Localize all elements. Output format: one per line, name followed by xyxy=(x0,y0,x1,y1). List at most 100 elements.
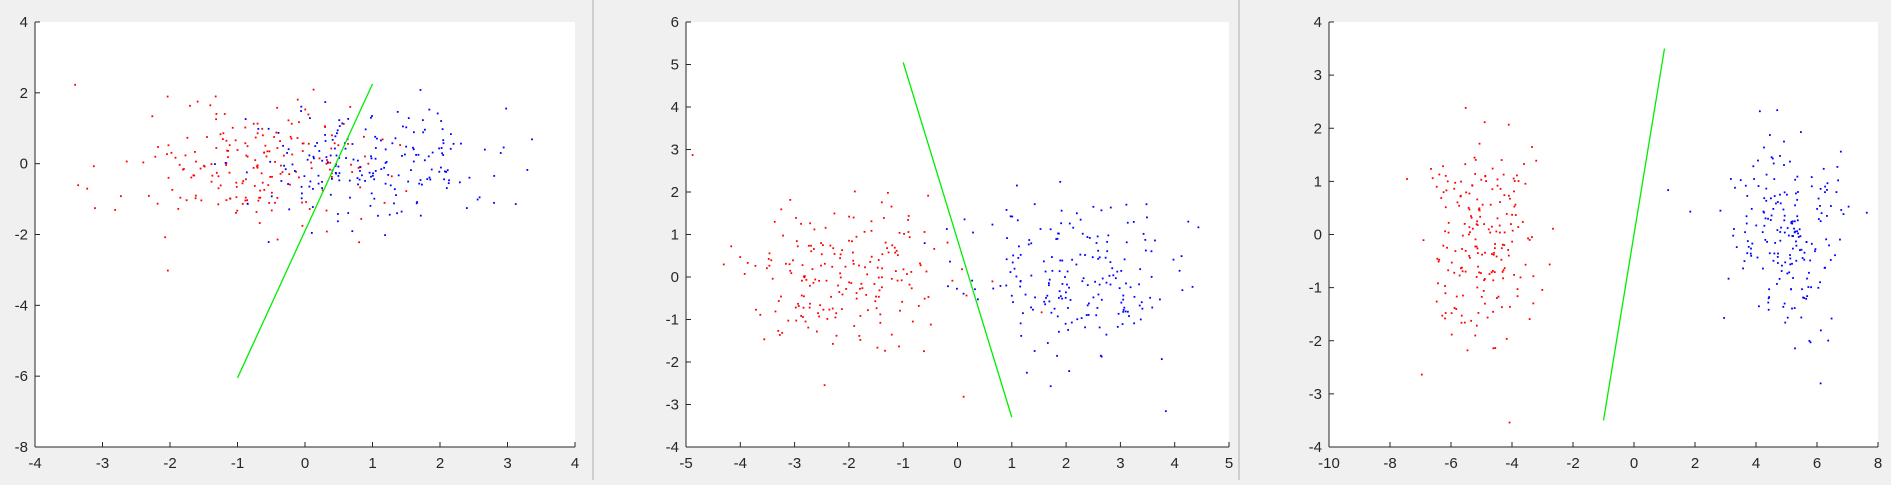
data-point xyxy=(236,209,239,212)
data-point xyxy=(962,395,965,398)
data-point xyxy=(1493,271,1496,274)
data-point xyxy=(1474,238,1477,241)
data-point xyxy=(839,257,841,260)
data-point xyxy=(1154,239,1156,242)
data-point xyxy=(196,100,199,103)
data-point xyxy=(242,180,245,182)
data-point xyxy=(1535,159,1538,162)
data-point xyxy=(896,254,899,257)
data-point xyxy=(1791,220,1794,223)
data-point xyxy=(1011,261,1014,264)
data-point xyxy=(898,231,901,234)
data-point xyxy=(801,264,804,267)
data-point xyxy=(1801,288,1803,291)
data-point xyxy=(312,88,315,91)
data-point xyxy=(439,166,442,169)
data-point xyxy=(1819,187,1822,190)
data-point xyxy=(324,140,327,142)
data-point xyxy=(256,164,259,167)
data-point xyxy=(807,244,810,247)
data-point xyxy=(1837,179,1840,182)
data-point xyxy=(287,148,290,151)
data-point xyxy=(442,142,445,145)
data-point xyxy=(1819,382,1822,385)
data-point xyxy=(309,180,312,183)
y-tick-label: 5 xyxy=(671,57,679,74)
data-point xyxy=(1006,237,1008,239)
data-point xyxy=(445,171,448,173)
x-tick-label: -6 xyxy=(1444,455,1457,472)
data-point xyxy=(1808,271,1810,274)
data-point xyxy=(839,253,842,256)
data-point xyxy=(1450,261,1453,264)
x-tick-label: -2 xyxy=(1566,455,1579,472)
data-point xyxy=(452,142,455,145)
data-point xyxy=(1012,254,1015,257)
data-point xyxy=(1122,294,1125,297)
data-point xyxy=(1524,263,1527,266)
x-tick-label: 8 xyxy=(1874,455,1882,472)
data-point xyxy=(1689,210,1692,213)
data-point xyxy=(946,241,949,244)
data-point xyxy=(803,275,806,278)
data-point xyxy=(360,218,363,220)
data-point xyxy=(1814,248,1817,251)
data-point xyxy=(301,142,304,145)
data-point xyxy=(1459,267,1462,270)
data-point xyxy=(763,338,766,341)
data-point xyxy=(855,297,858,300)
data-point xyxy=(870,220,873,223)
data-point xyxy=(415,153,417,156)
data-point xyxy=(1067,307,1069,309)
data-point xyxy=(841,249,844,252)
data-point xyxy=(311,206,314,208)
y-tick-label: 2 xyxy=(1314,120,1322,137)
data-point xyxy=(1792,277,1794,279)
data-point xyxy=(1793,227,1795,230)
data-point xyxy=(325,230,328,233)
data-point xyxy=(1072,226,1075,229)
data-point xyxy=(241,202,244,205)
data-point xyxy=(282,144,284,147)
data-point xyxy=(1464,106,1467,109)
data-point xyxy=(312,155,315,158)
data-point xyxy=(804,320,807,323)
data-point xyxy=(1476,252,1479,255)
data-point xyxy=(369,204,372,207)
data-point xyxy=(789,198,792,201)
data-point xyxy=(1667,189,1670,191)
data-point xyxy=(244,142,247,145)
data-point xyxy=(245,178,247,181)
data-point xyxy=(1758,110,1761,113)
data-point xyxy=(338,119,341,122)
data-point xyxy=(221,138,224,141)
data-point xyxy=(1017,257,1020,259)
data-point xyxy=(391,142,394,145)
decision-boundary-line xyxy=(902,62,1013,418)
data-point xyxy=(770,259,773,262)
data-point xyxy=(1159,298,1161,301)
data-point xyxy=(348,179,351,182)
data-point xyxy=(154,155,157,158)
data-point xyxy=(1750,247,1752,250)
data-point xyxy=(1795,192,1797,195)
data-point xyxy=(911,320,914,323)
data-point xyxy=(1719,209,1722,212)
data-point xyxy=(1514,203,1517,206)
y-tick-label: 4 xyxy=(20,14,28,31)
data-point xyxy=(381,138,384,141)
data-point xyxy=(308,185,311,188)
data-point xyxy=(277,131,280,134)
data-point xyxy=(1453,271,1456,274)
data-point xyxy=(1507,249,1510,251)
data-point xyxy=(1755,224,1758,227)
data-point xyxy=(802,316,804,318)
data-point xyxy=(1795,259,1798,262)
data-point xyxy=(1745,215,1748,218)
data-point xyxy=(318,150,321,152)
data-point xyxy=(412,160,415,163)
data-point xyxy=(166,153,168,156)
data-point xyxy=(370,157,373,160)
data-point xyxy=(1822,167,1825,170)
data-point xyxy=(1762,210,1765,213)
